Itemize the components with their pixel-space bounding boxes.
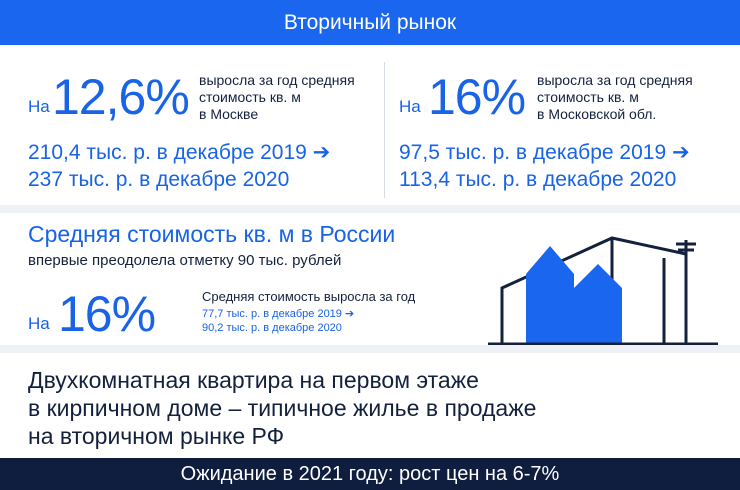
typical-housing-text: Двухкомнатная квартира на первом этаже в… xyxy=(28,366,536,450)
region-price-2019: 97,5 тыс. р. в декабре 2019 ➔ xyxy=(399,141,690,164)
vertical-divider xyxy=(384,62,385,198)
russia-price-2019: 77,7 тыс. р. в декабре 2019 ➔ xyxy=(202,308,355,320)
russia-description: Средняя стоимость выросла за год xyxy=(202,289,416,304)
house-icon xyxy=(526,246,574,344)
russia-price-2020: 90,2 тыс. р. в декабре 2020 xyxy=(202,322,342,334)
moscow-desc-line-1: выросла за год средняя xyxy=(199,72,355,88)
moscow-desc-line-3: в Москве xyxy=(199,106,259,122)
russia-title: Средняя стоимость кв. м в России xyxy=(28,221,396,247)
moscow-prefix: На xyxy=(28,97,50,116)
header-bar: Вторичный рынок xyxy=(0,0,740,45)
russia-subtitle: впервые преодолела отметку 90 тыс. рубле… xyxy=(28,252,342,269)
house-icon-2 xyxy=(574,264,622,344)
region-description: выросла за год средняя стоимость кв. м в… xyxy=(537,72,693,123)
page-title: Вторичный рынок xyxy=(283,10,457,34)
footer-text: Ожидание в 2021 году: рост цен на 6-7% xyxy=(180,462,560,485)
moscow-prices: 210,4 тыс. р. в декабре 2019 ➔ 237 тыс. … xyxy=(28,139,330,193)
typical-line-1: Двухкомнатная квартира на первом этаже xyxy=(28,367,479,393)
typical-line-2: в кирпичном доме – типичное жилье в прод… xyxy=(28,395,537,421)
russia-percent: 16% xyxy=(58,286,156,342)
moscow-price-2019: 210,4 тыс. р. в декабре 2019 ➔ xyxy=(28,141,331,164)
region-price-2020: 113,4 тыс. р. в декабре 2020 xyxy=(399,168,677,191)
region-prefix: На xyxy=(399,97,421,116)
houses-buildings-icon xyxy=(488,236,718,346)
moscow-desc-line-2: стоимость кв. м xyxy=(199,89,301,105)
region-percent: 16% xyxy=(428,69,526,125)
typical-line-3: на вторичном рынке РФ xyxy=(28,423,285,449)
region-prices: 97,5 тыс. р. в декабре 2019 ➔ 113,4 тыс.… xyxy=(399,139,690,193)
section-divider-top xyxy=(0,205,740,213)
region-desc-line-1: выросла за год средняя xyxy=(537,72,693,88)
region-desc-line-3: в Московской обл. xyxy=(537,106,657,122)
region-desc-line-2: стоимость кв. м xyxy=(537,89,639,105)
moscow-price-2020: 237 тыс. р. в декабре 2020 xyxy=(28,168,290,191)
moscow-description: выросла за год средняя стоимость кв. м в… xyxy=(199,72,355,123)
section-divider-bottom xyxy=(0,345,740,353)
russia-prefix: На xyxy=(28,314,50,333)
russia-prices: 77,7 тыс. р. в декабре 2019 ➔ 90,2 тыс. … xyxy=(202,307,354,335)
footer-bar: Ожидание в 2021 году: рост цен на 6-7% xyxy=(0,458,740,490)
moscow-percent: 12,6% xyxy=(52,69,190,125)
